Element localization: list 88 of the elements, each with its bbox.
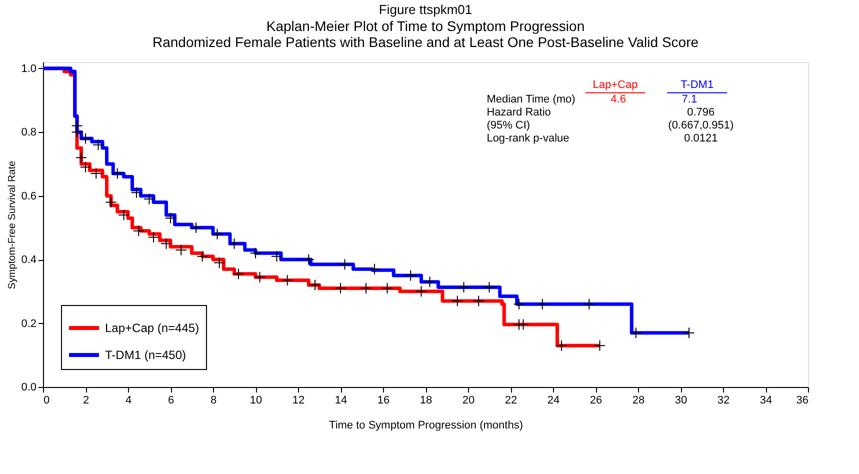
point (282, 274, 294, 286)
point (458, 282, 470, 294)
point (472, 295, 484, 307)
point (80, 161, 92, 173)
point (484, 282, 495, 294)
point (404, 270, 416, 282)
point (452, 295, 464, 307)
annotation: Hazard Ratio (486, 106, 551, 118)
y-axis-title: Symptom-Free Survival Rate (7, 160, 18, 290)
x-tick-label: 34 (760, 394, 772, 406)
x-tick-label: 2 (82, 394, 90, 406)
point (513, 298, 525, 310)
point (212, 228, 223, 240)
point (232, 268, 244, 280)
x-tick-label: 4 (125, 394, 132, 406)
point (302, 254, 314, 266)
point (144, 193, 155, 205)
point (175, 244, 187, 256)
point (80, 132, 92, 144)
point (424, 276, 436, 288)
point (228, 238, 240, 250)
y-tick-label: 0.6 (21, 190, 36, 202)
point (92, 139, 104, 151)
y-tick-label: 0.2 (21, 318, 36, 330)
x-tick-label: 28 (632, 394, 645, 406)
point (148, 232, 160, 243)
chart-title: Figure ttspkm01 (378, 2, 472, 17)
x-tick-label: 14 (334, 394, 348, 406)
point (76, 152, 87, 164)
x-tick-label: 24 (547, 394, 560, 406)
point (416, 286, 427, 298)
annotation: 4.6 (610, 93, 626, 106)
point (360, 282, 372, 294)
legend-label: Lap+Cap (n=445) (105, 321, 200, 335)
y-tick-label: 0.0 (21, 382, 36, 394)
point (90, 168, 102, 180)
x-tick-label: 8 (210, 394, 217, 406)
x-tick-label: 36 (796, 394, 808, 406)
point (536, 298, 548, 310)
x-tick-label: 6 (168, 394, 174, 406)
point (254, 271, 266, 283)
point (118, 209, 130, 221)
point (250, 247, 262, 259)
point (112, 168, 124, 180)
annotation: 7.1 (682, 93, 698, 106)
x-tick-label: 32 (717, 394, 730, 406)
point (594, 340, 606, 352)
point (130, 186, 142, 198)
annotation: Lap+Cap (592, 78, 638, 91)
x-tick-label: 30 (674, 394, 688, 406)
point (309, 279, 321, 291)
x-tick-label: 12 (292, 394, 305, 406)
point (196, 250, 208, 262)
point (630, 327, 642, 339)
point (105, 196, 117, 208)
annotation: 0.0121 (684, 132, 718, 144)
point (132, 225, 144, 237)
x-tick-label: 22 (504, 394, 518, 406)
y-tick-label: 1.0 (21, 62, 36, 75)
annotation: Median Time (mo) (486, 93, 576, 106)
point (160, 238, 172, 250)
x-tick-label: 18 (420, 394, 432, 406)
point (683, 327, 695, 339)
annotation: Log-rank p-value (486, 132, 570, 144)
legend-label: T-DM1 (n=450) (105, 348, 186, 362)
point (583, 298, 595, 310)
annotation: (0.667,0.951) (668, 119, 734, 132)
x-tick-label: 10 (250, 394, 262, 406)
point (339, 258, 350, 270)
point (214, 256, 226, 268)
point (556, 340, 568, 352)
point (368, 263, 380, 275)
y-tick-label: 0.8 (21, 126, 36, 139)
x-tick-label: 16 (377, 394, 390, 406)
point (190, 222, 202, 234)
annotation: 0.796 (687, 106, 715, 118)
x-tick-label: 0 (44, 394, 50, 406)
x-tick-label: 20 (462, 394, 475, 406)
annotation: (95% CI) (486, 119, 530, 132)
point (334, 282, 346, 294)
point (164, 212, 176, 224)
annotation: T-DM1 (680, 78, 714, 91)
chart-subtitle: Kaplan-Meier Plot of Time to Symptom Progression Randomized Female Patients with Baseline and at Least One Post-Baseline Valid Score (152, 18, 699, 50)
x-tick-label: 26 (590, 394, 602, 406)
point (271, 250, 282, 262)
x-axis-title: Time to Symptom Progression (months) (329, 420, 523, 432)
y-tick-label: 0.4 (21, 254, 36, 266)
point (382, 282, 393, 294)
